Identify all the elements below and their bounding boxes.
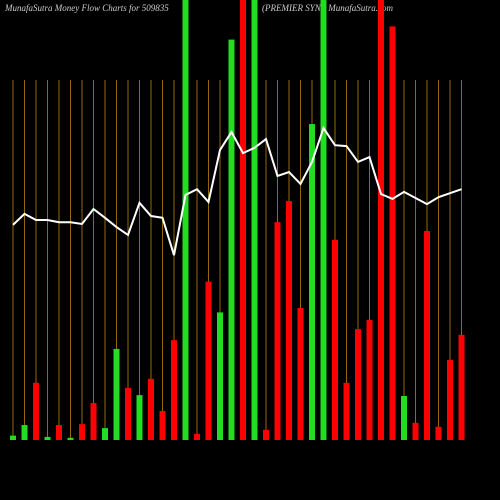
bar: [56, 425, 62, 440]
bar: [401, 396, 407, 440]
chart-title: MunafaSutra Money Flow Charts for 509835: [4, 3, 169, 13]
bar: [343, 382, 350, 440]
bar: [228, 39, 235, 440]
bar: [412, 422, 419, 440]
bar: [309, 124, 315, 440]
bar: [251, 0, 258, 440]
bar: [240, 0, 246, 440]
bar: [205, 281, 212, 440]
bar: [320, 0, 327, 440]
bar: [297, 308, 304, 440]
chart-subtitle: (PREMIER SYN.) MunafaSutra.com: [262, 3, 393, 13]
bar: [182, 0, 189, 440]
bar: [286, 201, 292, 440]
bar: [148, 378, 154, 440]
bar: [136, 395, 143, 440]
bar: [67, 437, 74, 440]
bar: [458, 334, 465, 440]
bar: [10, 435, 16, 440]
bar: [171, 340, 177, 440]
bar: [424, 231, 430, 440]
bar: [389, 26, 396, 441]
bar: [159, 410, 166, 440]
bar: [21, 425, 28, 440]
bar: [217, 312, 223, 440]
bar: [332, 239, 338, 440]
bar: [447, 359, 453, 440]
line: [12, 125, 462, 256]
bar: [435, 426, 442, 440]
bar: [366, 319, 373, 440]
bar: [90, 403, 97, 440]
bar: [44, 436, 51, 440]
bar: [33, 382, 39, 440]
bar: [125, 388, 131, 440]
bar: [79, 424, 85, 440]
bar: [378, 0, 384, 440]
bar: [194, 433, 200, 440]
bar: [263, 429, 269, 440]
bar: [355, 329, 361, 440]
bar: [274, 222, 281, 440]
bar: [102, 428, 108, 440]
bar: [113, 348, 120, 440]
